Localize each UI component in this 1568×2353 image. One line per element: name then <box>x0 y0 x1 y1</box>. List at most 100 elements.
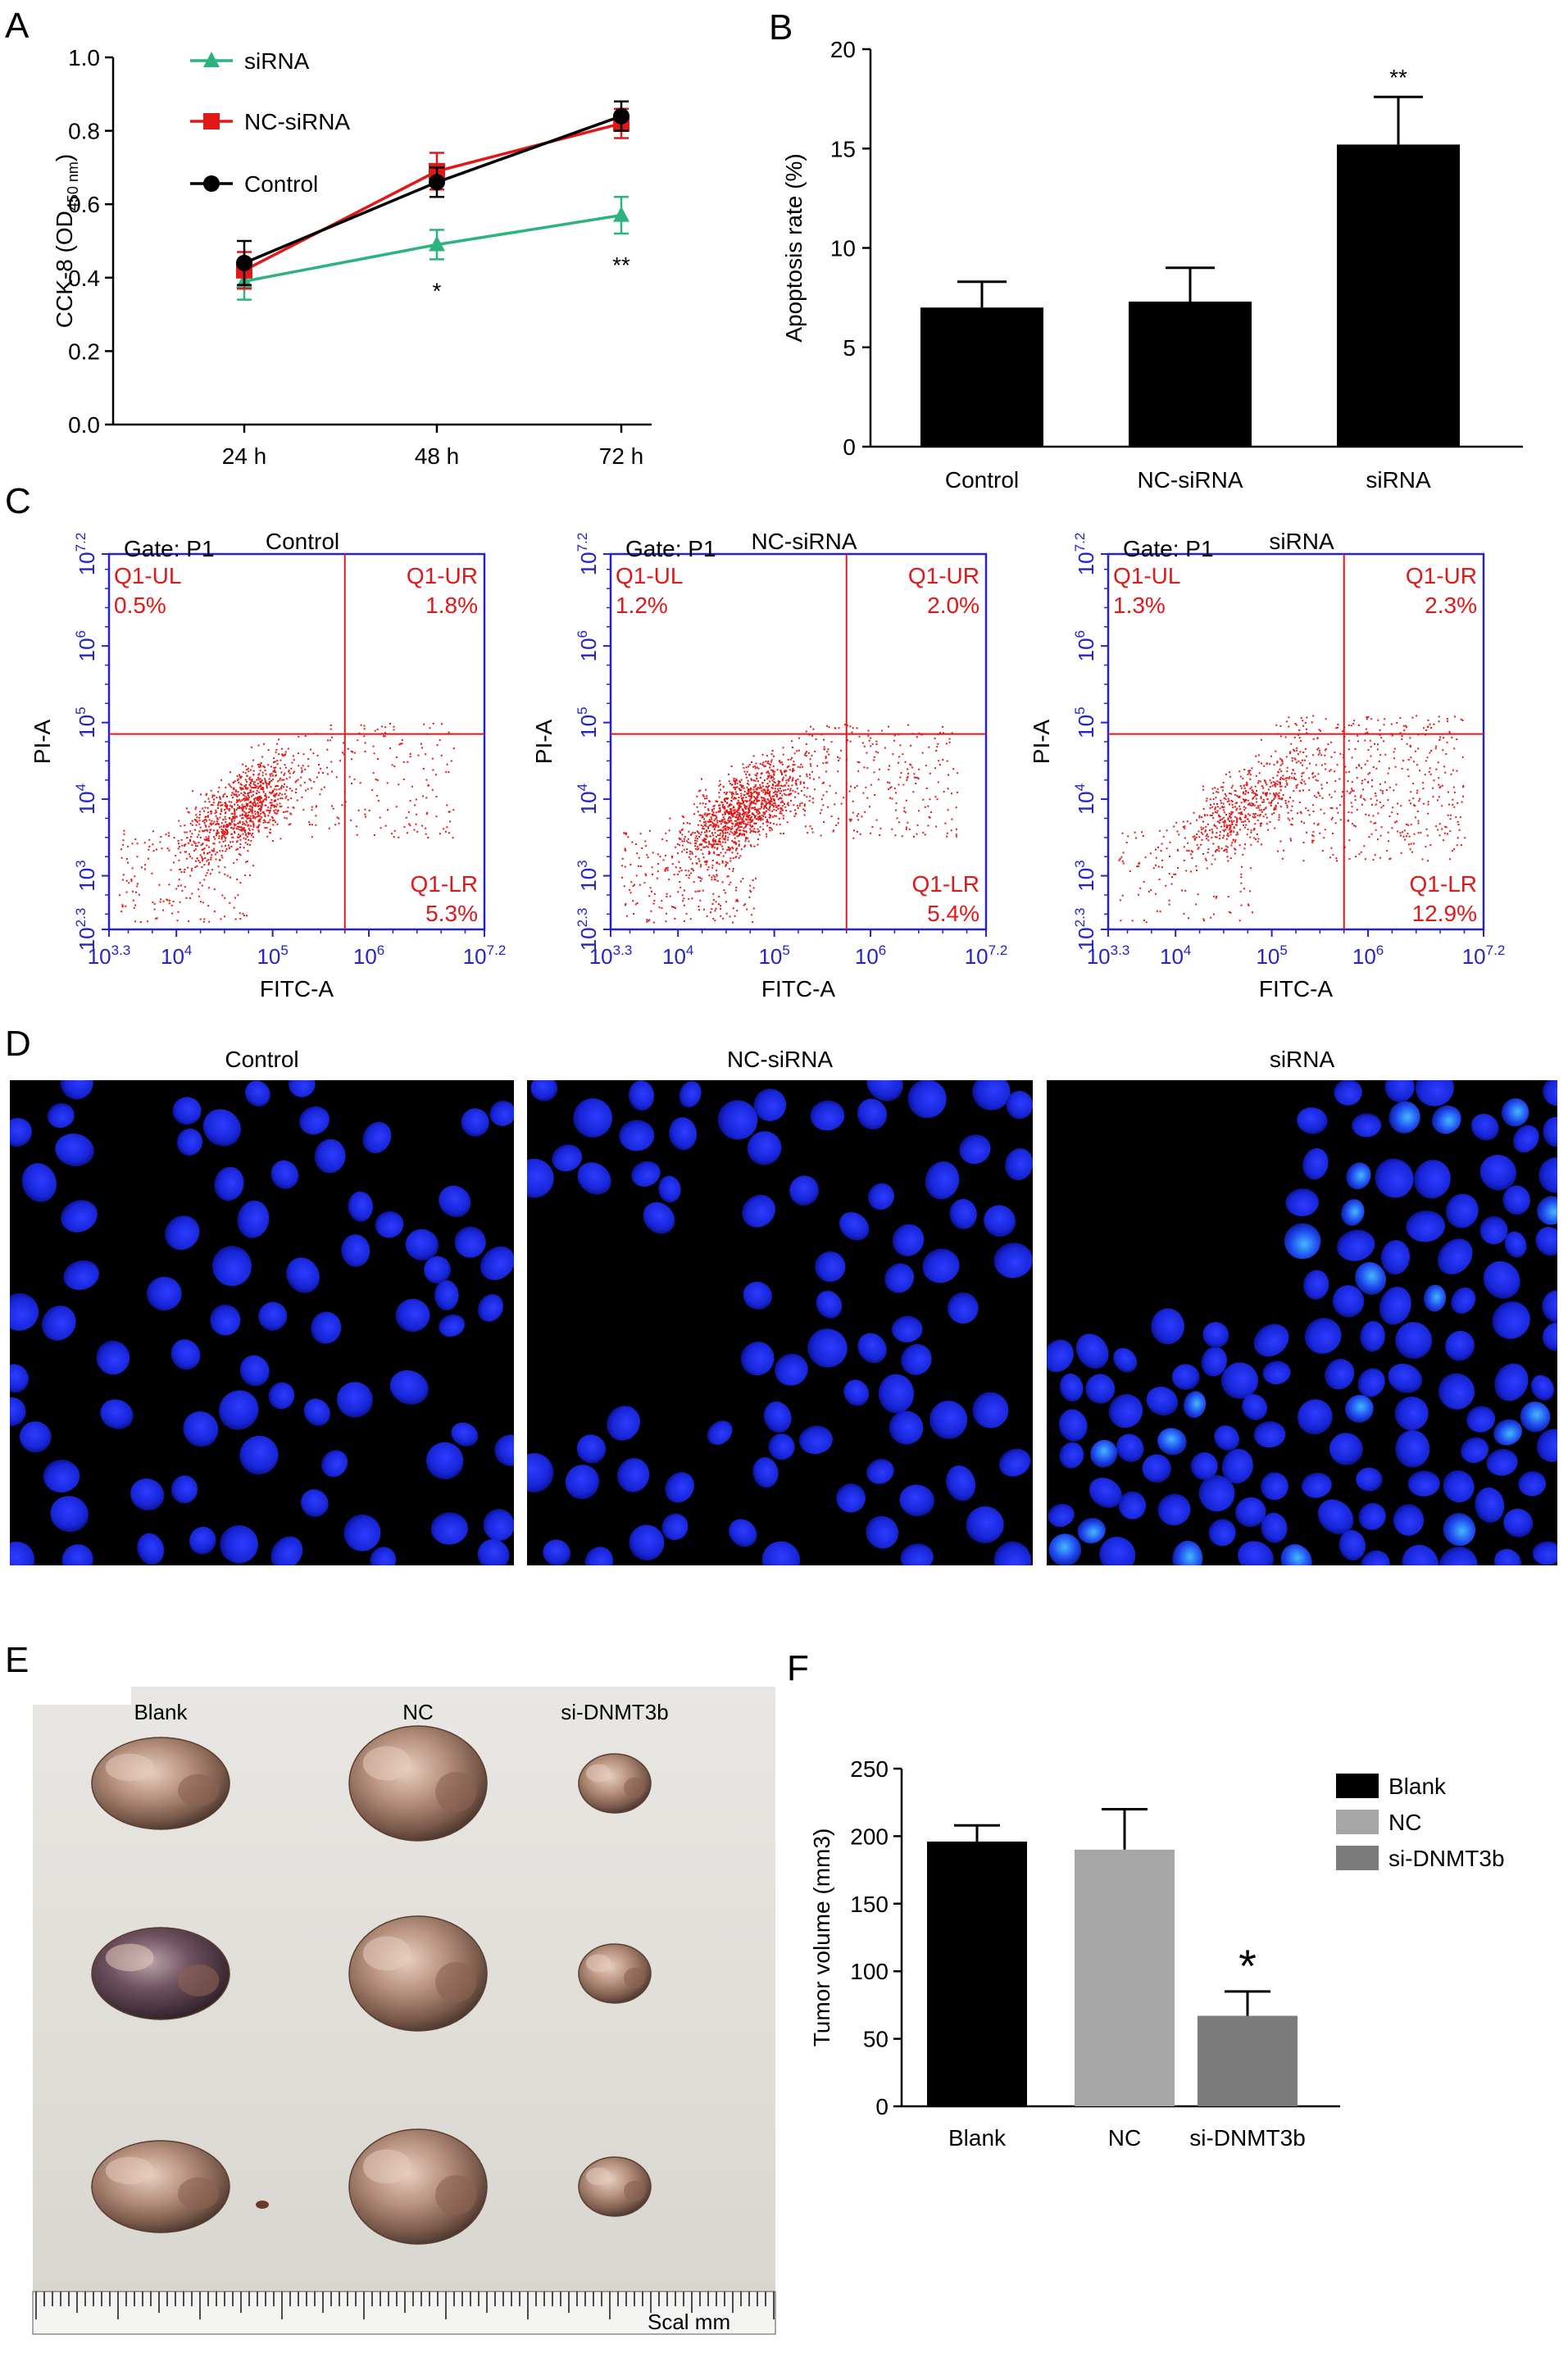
tumor <box>348 1915 488 2032</box>
nucleus <box>244 1080 270 1107</box>
nuclei <box>10 1080 514 1565</box>
quadrant-ul-value: 1.2% <box>616 593 668 618</box>
nucleus <box>619 1120 655 1152</box>
nucleus <box>270 1160 299 1189</box>
nucleus <box>1438 1547 1478 1565</box>
tumor-photo-panel: Blank NC si-DNMT3b Scal mm <box>32 1687 776 2335</box>
y-tick-label: 104 <box>575 784 601 815</box>
bar <box>1075 1849 1175 2106</box>
y-tick-label: 103 <box>1072 860 1098 891</box>
quadrant-ul-name: Q1-UL <box>1113 563 1180 588</box>
quadrant-lr-name: Q1-LR <box>912 871 979 897</box>
quadrant-ur-name: Q1-UR <box>407 563 478 588</box>
microscopy-title: NC-siRNA <box>727 1047 833 1072</box>
nucleus <box>1285 1188 1319 1217</box>
nucleus <box>1406 1211 1445 1242</box>
nucleus <box>1542 1290 1557 1323</box>
nucleus <box>843 1379 870 1406</box>
nucleus <box>669 1117 698 1151</box>
nucleus <box>1543 1080 1557 1106</box>
nucleus <box>1494 1363 1529 1401</box>
y-tick-label: 105 <box>1072 706 1098 738</box>
nucleus <box>1538 1157 1557 1193</box>
plot-frame <box>107 552 486 931</box>
x-tick-label: 107.2 <box>1462 943 1506 969</box>
panel-label-d: D <box>5 1024 31 1064</box>
nucleus <box>1280 1544 1312 1565</box>
nucleus <box>1171 1364 1200 1390</box>
nucleus <box>61 1200 98 1233</box>
nucleus <box>1004 1148 1033 1181</box>
significance-mark: * <box>433 278 442 303</box>
nucleus <box>146 1276 182 1311</box>
y-axis-label: PI-A <box>1029 719 1054 764</box>
nucleus <box>311 1311 342 1344</box>
nucleus <box>761 1541 801 1565</box>
nucleus <box>130 1478 165 1511</box>
nucleus <box>900 1543 934 1565</box>
x-tick-label: NC <box>1108 2125 1141 2151</box>
nucleus <box>891 1315 923 1342</box>
legend-label: siRNA <box>244 48 310 74</box>
nucleus <box>717 1100 758 1140</box>
photo-corner <box>33 1687 131 1705</box>
nucleus <box>747 1131 782 1165</box>
nucleus <box>268 1382 295 1410</box>
nucleus <box>628 1080 655 1111</box>
series-Control <box>236 100 629 287</box>
tumor-highlight <box>362 1936 411 1971</box>
tumor-lobe <box>178 1774 220 1806</box>
nucleus <box>370 1547 397 1565</box>
nucleus <box>1445 1193 1479 1229</box>
nucleus <box>527 1158 554 1198</box>
tumor-highlight <box>362 2149 411 2184</box>
y-tick-label: 0.6 <box>68 192 100 217</box>
legend-item: NC <box>1336 1810 1421 1835</box>
nucleus <box>1260 1472 1288 1501</box>
nucleus <box>948 1292 979 1324</box>
nucleus <box>1108 1394 1143 1429</box>
nucleus <box>1329 1433 1363 1465</box>
nucleus <box>477 1539 510 1565</box>
x-tick-label: siRNA <box>1366 467 1431 493</box>
nucleus <box>576 1434 607 1464</box>
fluorescence-microscopy-panel: Control NC-siRNA siRNA <box>10 1047 1557 1565</box>
nucleus <box>1536 1429 1557 1462</box>
y-tick-label: 107.2 <box>73 533 99 576</box>
bar <box>1198 2015 1298 2106</box>
nucleus <box>1535 1227 1557 1256</box>
nucleus <box>1518 1471 1547 1497</box>
tumor <box>91 1737 230 1830</box>
y-axis-label: PI-A <box>30 719 55 764</box>
nucleus <box>665 1472 694 1503</box>
y-tick-label: 107.2 <box>575 533 601 576</box>
nucleus <box>19 1421 52 1453</box>
tumor-highlight <box>105 1943 154 1972</box>
nucleus <box>565 1465 600 1500</box>
data-point <box>613 206 629 222</box>
nucleus <box>1504 1231 1527 1258</box>
panel-label-b: B <box>769 7 793 48</box>
nucleus <box>743 1281 773 1310</box>
tumor <box>348 2128 488 2245</box>
nucleus <box>172 1097 202 1125</box>
panel-label-e: E <box>5 1640 29 1680</box>
significance-mark: ** <box>1389 65 1407 90</box>
scatter-points <box>1118 715 1466 924</box>
nucleus <box>1344 1395 1374 1423</box>
x-tick-label: 103.3 <box>88 943 131 969</box>
nucleus <box>1325 1358 1355 1390</box>
y-tick-label: 105 <box>575 706 601 738</box>
x-tick-label: 106 <box>353 943 384 969</box>
chart-b-bar: 0 5 10 15 20 Apoptosis rate (%) Control NC-siRN… <box>781 37 1523 493</box>
nucleus <box>752 1457 779 1488</box>
nucleus <box>1262 1360 1291 1385</box>
y-tick-label: 106 <box>1072 630 1098 661</box>
tumor-lobe <box>624 2180 646 2201</box>
nucleus <box>1172 1540 1203 1565</box>
nucleus <box>867 1183 894 1211</box>
legend-item: si-DNMT3b <box>1336 1846 1505 1871</box>
nucleus <box>61 1544 93 1565</box>
nucleus <box>1198 1474 1235 1512</box>
plot-title: Control <box>266 529 339 554</box>
